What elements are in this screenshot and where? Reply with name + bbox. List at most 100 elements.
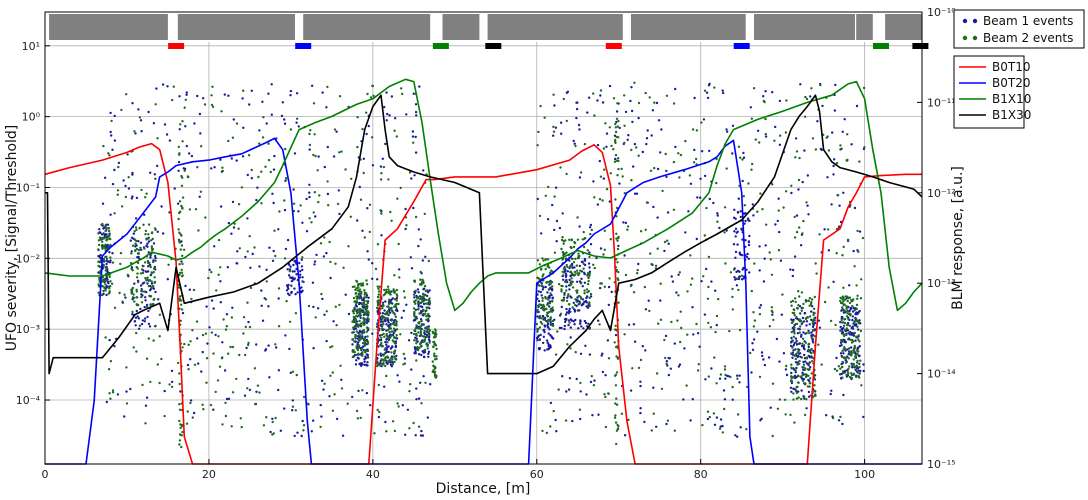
scatter-point bbox=[851, 318, 854, 322]
scatter-point bbox=[778, 99, 782, 103]
scatter-point bbox=[846, 133, 849, 136]
scatter-point bbox=[230, 316, 234, 319]
scatter-point bbox=[810, 87, 813, 90]
scatter-point bbox=[608, 84, 612, 88]
scatter-point bbox=[644, 308, 648, 311]
scatter-point bbox=[747, 182, 750, 185]
scatter-point bbox=[827, 249, 831, 252]
scatter-point bbox=[416, 348, 420, 352]
scatter-point bbox=[133, 130, 136, 133]
scatter-point bbox=[804, 300, 808, 303]
scatter-point bbox=[381, 314, 384, 318]
scatter-point bbox=[178, 153, 181, 156]
scatter-point bbox=[100, 293, 104, 297]
scatter-point bbox=[415, 337, 418, 340]
scatter-point bbox=[381, 345, 384, 348]
scatter-point bbox=[566, 343, 569, 346]
scatter-point bbox=[776, 219, 779, 223]
scatter-point bbox=[425, 318, 428, 321]
scatter-point bbox=[855, 307, 858, 311]
scatter-point bbox=[576, 256, 580, 260]
scatter-point bbox=[130, 250, 133, 253]
scatter-point bbox=[344, 293, 347, 296]
scatter-point bbox=[617, 270, 620, 274]
scatter-point bbox=[700, 121, 703, 124]
scatter-point bbox=[131, 310, 134, 314]
scatter-point bbox=[862, 363, 865, 366]
scatter-point bbox=[379, 165, 383, 168]
scatter-point bbox=[106, 243, 109, 247]
scatter-point bbox=[844, 341, 847, 344]
scatter-point bbox=[570, 296, 573, 299]
scatter-point bbox=[181, 346, 184, 349]
scatter-point bbox=[793, 354, 796, 357]
scatter-point bbox=[383, 335, 386, 338]
scatter-point bbox=[379, 338, 383, 342]
scatter-point bbox=[802, 366, 805, 369]
scatter-point bbox=[428, 341, 431, 344]
scatter-point bbox=[406, 408, 410, 411]
scatter-point bbox=[804, 317, 808, 321]
scatter-point bbox=[802, 219, 805, 223]
scatter-point bbox=[609, 172, 612, 175]
scatter-point bbox=[356, 417, 360, 420]
scatter-point bbox=[855, 364, 858, 368]
scatter-point bbox=[790, 184, 793, 187]
scatter-point bbox=[637, 366, 641, 370]
scatter-point bbox=[617, 278, 620, 282]
scatter-point bbox=[796, 332, 800, 335]
scatter-point bbox=[567, 303, 571, 306]
scatter-point bbox=[601, 199, 604, 202]
scatter-point bbox=[795, 397, 799, 400]
scatter-point bbox=[150, 280, 153, 283]
scatter-point bbox=[178, 231, 181, 234]
scatter-point bbox=[419, 330, 423, 333]
scatter-point bbox=[839, 352, 843, 355]
scatter-point bbox=[851, 338, 854, 342]
scatter-point bbox=[283, 407, 286, 410]
scatter-point bbox=[355, 280, 359, 283]
scatter-point bbox=[357, 286, 360, 289]
scatter-point bbox=[360, 330, 364, 333]
scatter-point bbox=[153, 267, 156, 271]
scatter-point bbox=[840, 344, 843, 347]
scatter-point bbox=[422, 351, 425, 354]
scatter-point bbox=[133, 230, 136, 233]
scatter-point bbox=[102, 279, 105, 282]
scatter-point bbox=[725, 167, 728, 170]
scatter-point bbox=[284, 334, 287, 337]
scatter-point bbox=[847, 367, 850, 370]
scatter-point bbox=[852, 372, 856, 375]
scatter-point bbox=[746, 252, 749, 256]
scatter-point bbox=[158, 313, 162, 316]
scatter-point bbox=[108, 251, 111, 254]
scatter-point bbox=[325, 339, 328, 343]
scatter-point bbox=[413, 312, 416, 315]
scatter-point bbox=[281, 101, 284, 104]
scatter-point bbox=[388, 290, 391, 293]
scatter-point bbox=[803, 344, 806, 347]
scatter-point bbox=[402, 363, 405, 366]
scatter-point bbox=[178, 239, 181, 243]
scatter-point bbox=[536, 144, 539, 147]
scatter-point bbox=[144, 296, 147, 299]
scatter-point bbox=[279, 429, 282, 432]
scatter-point bbox=[670, 275, 673, 278]
scatter-point bbox=[567, 312, 570, 315]
scatter-point bbox=[751, 348, 755, 351]
scatter-point bbox=[596, 99, 599, 102]
scatter-point bbox=[190, 154, 194, 158]
scatter-point bbox=[135, 276, 139, 279]
scatter-point bbox=[624, 110, 628, 114]
scatter-point bbox=[605, 187, 609, 191]
scatter-point bbox=[367, 319, 370, 323]
scatter-point bbox=[587, 322, 590, 325]
scatter-point bbox=[734, 235, 737, 238]
scatter-point bbox=[598, 198, 602, 201]
scatter-point bbox=[225, 325, 228, 328]
scatter-point bbox=[230, 157, 233, 160]
scatter-point bbox=[177, 217, 180, 221]
scatter-point bbox=[800, 389, 803, 392]
scatter-point bbox=[560, 299, 564, 302]
scatter-point bbox=[147, 265, 150, 268]
